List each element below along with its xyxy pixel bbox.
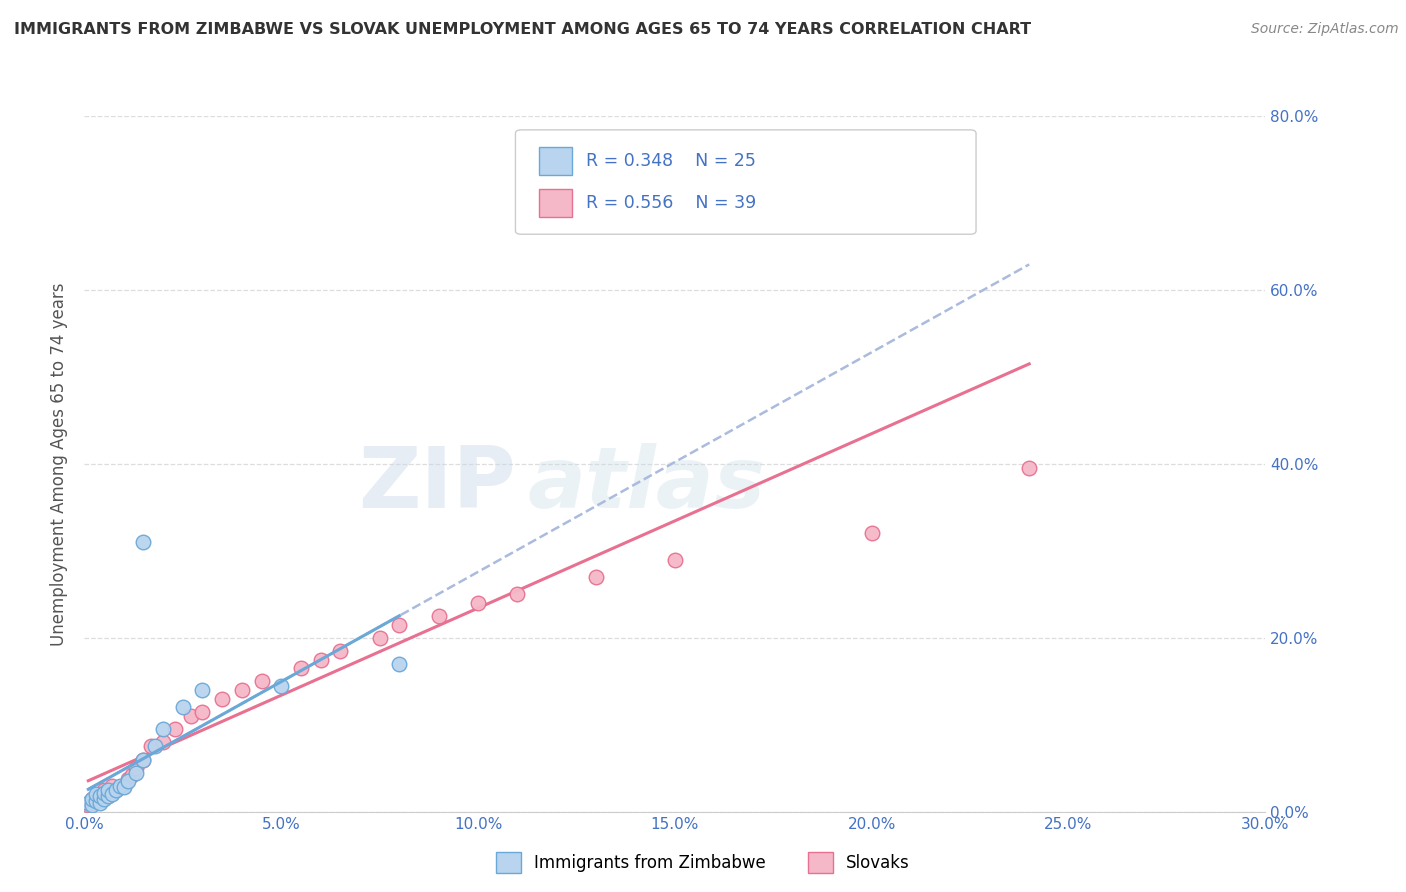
Point	[101, 779, 124, 793]
Point	[101, 786, 124, 800]
Point	[211, 691, 233, 706]
Point	[546, 196, 568, 211]
Point	[124, 761, 146, 775]
Point	[121, 768, 143, 782]
Point	[117, 774, 139, 789]
Point	[250, 674, 273, 689]
Point	[585, 570, 607, 584]
Point	[506, 587, 529, 601]
Point	[104, 783, 127, 797]
Point	[860, 526, 883, 541]
Point	[191, 705, 214, 719]
Point	[93, 783, 115, 797]
Point	[132, 753, 155, 767]
Point	[1018, 461, 1040, 475]
Point	[104, 783, 127, 797]
Text: IMMIGRANTS FROM ZIMBABWE VS SLOVAK UNEMPLOYMENT AMONG AGES 65 TO 74 YEARS CORREL: IMMIGRANTS FROM ZIMBABWE VS SLOVAK UNEMP…	[14, 22, 1031, 37]
Point	[97, 783, 120, 797]
Point	[467, 596, 489, 610]
Point	[143, 739, 166, 754]
Point	[82, 791, 104, 805]
Point	[132, 535, 155, 549]
Point	[97, 789, 120, 803]
Point	[82, 791, 104, 805]
Point	[97, 789, 120, 803]
Point	[112, 780, 135, 795]
Point	[368, 631, 391, 645]
Y-axis label: Unemployment Among Ages 65 to 74 years: Unemployment Among Ages 65 to 74 years	[51, 282, 69, 646]
Point	[329, 644, 352, 658]
Point	[89, 796, 111, 810]
Point	[84, 794, 107, 808]
Point	[84, 789, 107, 803]
Point	[101, 788, 124, 801]
Point	[93, 791, 115, 805]
Point	[89, 789, 111, 803]
Point	[93, 786, 115, 800]
Point	[112, 779, 135, 793]
Point	[108, 780, 131, 795]
Point	[664, 552, 686, 566]
Point	[270, 679, 292, 693]
Point	[141, 739, 163, 754]
Point	[77, 796, 100, 810]
Point	[152, 722, 174, 736]
Point	[152, 735, 174, 749]
Point	[108, 779, 131, 793]
Point	[191, 683, 214, 698]
Point	[117, 772, 139, 786]
Point	[388, 617, 411, 632]
Point	[132, 753, 155, 767]
Point	[172, 700, 194, 714]
Point	[163, 722, 186, 736]
Point	[84, 794, 107, 808]
Point	[82, 796, 104, 810]
Legend: Immigrants from Zimbabwe, Slovaks: Immigrants from Zimbabwe, Slovaks	[489, 846, 917, 880]
Point	[89, 791, 111, 805]
Point	[93, 788, 115, 801]
Point	[84, 788, 107, 801]
Text: Source: ZipAtlas.com: Source: ZipAtlas.com	[1251, 22, 1399, 37]
Point	[290, 661, 312, 675]
Point	[427, 609, 450, 624]
Text: R = 0.556    N = 39: R = 0.556 N = 39	[586, 194, 756, 212]
Point	[77, 797, 100, 812]
Text: atlas: atlas	[527, 443, 765, 526]
FancyBboxPatch shape	[516, 130, 976, 235]
Point	[309, 652, 332, 666]
Text: ZIP: ZIP	[357, 443, 516, 526]
Point	[231, 683, 253, 698]
Point	[124, 765, 146, 780]
Point	[180, 709, 202, 723]
Point	[388, 657, 411, 671]
Text: R = 0.348    N = 25: R = 0.348 N = 25	[586, 153, 756, 170]
Bar	[538, 189, 572, 217]
Bar	[538, 147, 572, 175]
Point	[82, 797, 104, 812]
